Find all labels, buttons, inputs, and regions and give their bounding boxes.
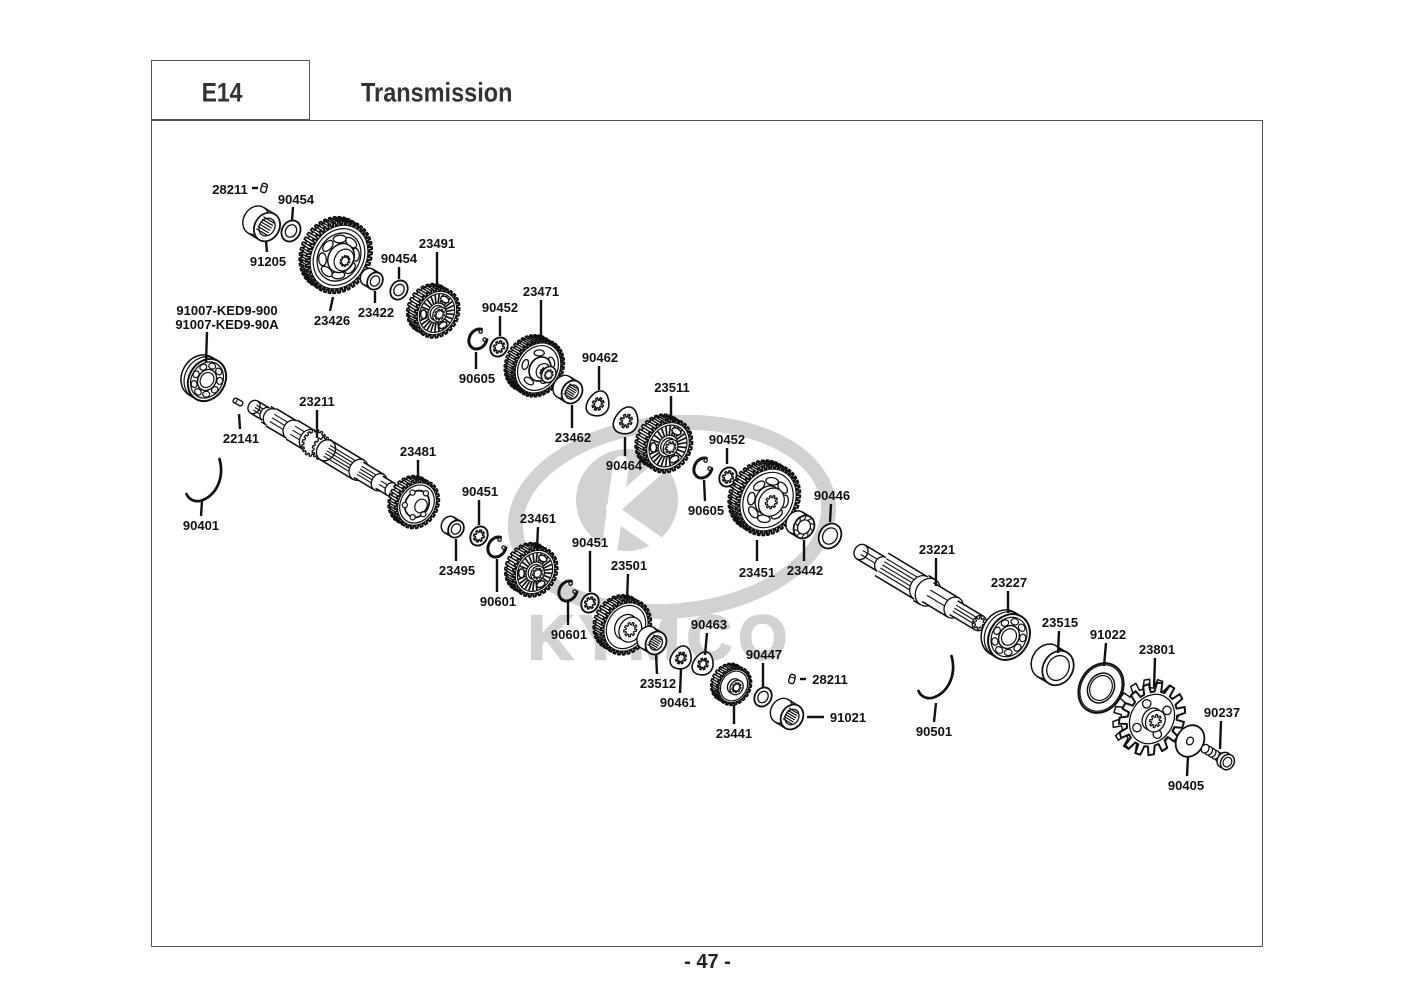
- svg-text:90461: 90461: [660, 695, 696, 710]
- svg-text:90601: 90601: [480, 594, 516, 609]
- svg-text:23422: 23422: [358, 305, 394, 320]
- svg-text:23481: 23481: [400, 444, 436, 459]
- svg-text:22141: 22141: [223, 431, 259, 446]
- svg-text:91022: 91022: [1090, 627, 1126, 642]
- svg-text:91021: 91021: [830, 710, 866, 725]
- svg-text:91007-KED9-900: 91007-KED9-900: [176, 303, 277, 318]
- svg-text:23801: 23801: [1139, 642, 1175, 657]
- svg-text:23211: 23211: [299, 394, 334, 409]
- svg-text:23491: 23491: [419, 236, 455, 251]
- svg-text:23462: 23462: [555, 430, 591, 445]
- svg-text:90452: 90452: [482, 300, 518, 315]
- svg-text:91007-KED9-90A: 91007-KED9-90A: [175, 317, 279, 332]
- svg-text:90452: 90452: [709, 432, 745, 447]
- svg-text:28211: 28211: [812, 672, 847, 687]
- svg-text:23227: 23227: [991, 575, 1027, 590]
- svg-text:90401: 90401: [183, 518, 219, 533]
- svg-text:90451: 90451: [572, 535, 608, 550]
- svg-text:90454: 90454: [278, 192, 315, 207]
- svg-text:23451: 23451: [739, 565, 775, 580]
- svg-text:23221: 23221: [919, 542, 955, 557]
- svg-text:23501: 23501: [611, 558, 647, 573]
- svg-text:90447: 90447: [746, 647, 782, 662]
- svg-text:23495: 23495: [439, 563, 475, 578]
- svg-text:23442: 23442: [787, 563, 823, 578]
- svg-text:90451: 90451: [462, 484, 498, 499]
- svg-text:90446: 90446: [814, 488, 850, 503]
- svg-text:90237: 90237: [1204, 705, 1240, 720]
- svg-text:23441: 23441: [716, 726, 752, 741]
- svg-text:23515: 23515: [1042, 615, 1078, 630]
- svg-text:91205: 91205: [250, 254, 286, 269]
- svg-text:90605: 90605: [459, 371, 495, 386]
- svg-text:90454: 90454: [381, 251, 418, 266]
- svg-text:23511: 23511: [654, 380, 689, 395]
- svg-text:23426: 23426: [314, 313, 350, 328]
- svg-text:90462: 90462: [582, 350, 618, 365]
- svg-text:23461: 23461: [520, 511, 556, 526]
- svg-text:90405: 90405: [1168, 778, 1204, 793]
- svg-text:28211: 28211: [212, 182, 247, 197]
- svg-text:23471: 23471: [523, 284, 559, 299]
- svg-text:90463: 90463: [691, 617, 727, 632]
- svg-text:23512: 23512: [640, 676, 676, 691]
- svg-text:90464: 90464: [606, 458, 643, 473]
- svg-text:90501: 90501: [916, 724, 952, 739]
- svg-text:90601: 90601: [551, 627, 587, 642]
- svg-text:90605: 90605: [688, 503, 724, 518]
